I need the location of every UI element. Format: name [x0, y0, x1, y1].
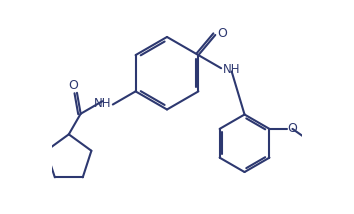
Text: O: O — [69, 79, 79, 92]
Text: O: O — [288, 122, 298, 135]
Text: NH: NH — [94, 97, 112, 110]
Text: NH: NH — [223, 63, 240, 76]
Text: O: O — [217, 27, 227, 40]
